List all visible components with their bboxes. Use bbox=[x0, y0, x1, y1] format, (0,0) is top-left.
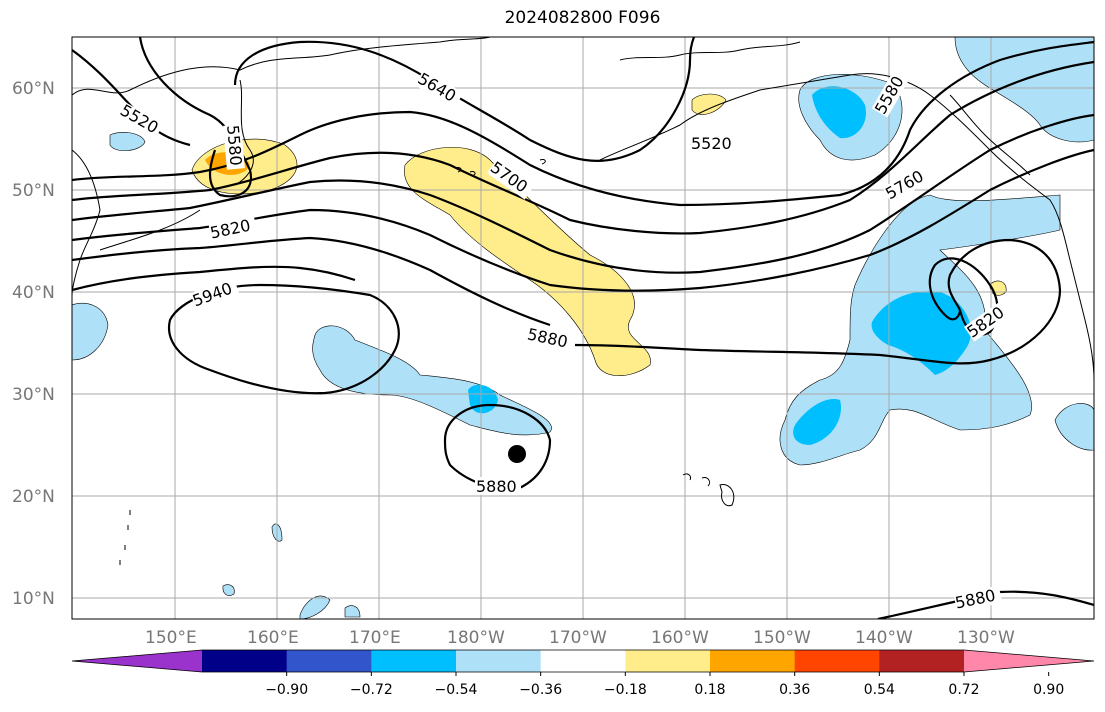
longitude-axis: 150°E 160°E 170°E 180°W 170°W 160°W 150°… bbox=[145, 628, 1015, 648]
colorbar-tick-label: −0.18 bbox=[604, 682, 647, 698]
colorbar-bin bbox=[794, 650, 880, 672]
negative-anomaly-region bbox=[793, 399, 841, 445]
colorbar-bin bbox=[456, 650, 542, 672]
contour-label: 5580 bbox=[223, 124, 245, 166]
lat-tick-label: 10°N bbox=[12, 589, 55, 609]
colorbar-tick-label: 0.54 bbox=[864, 682, 895, 698]
map-title: 2024082800 F096 bbox=[504, 8, 661, 28]
lat-tick-label: 60°N bbox=[12, 79, 55, 99]
coastlines bbox=[72, 37, 1094, 565]
negative-anomaly-region bbox=[299, 595, 331, 619]
colorbar-tick-label: −0.72 bbox=[350, 682, 393, 698]
colorbar-tick-label: −0.90 bbox=[265, 682, 308, 698]
negative-anomaly-region bbox=[109, 132, 146, 151]
negative-anomaly-region bbox=[222, 584, 235, 596]
colorbar-bin bbox=[202, 650, 288, 672]
contour-label: 5640 bbox=[415, 69, 460, 106]
colorbar-tick-label: 0.90 bbox=[1033, 682, 1064, 698]
colorbar-tick-label: −0.54 bbox=[435, 682, 478, 698]
lat-tick-label: 50°N bbox=[12, 181, 55, 201]
colorbar-extend-high bbox=[964, 650, 1094, 672]
negative-anomaly-region bbox=[1054, 403, 1094, 451]
negative-anomaly-region bbox=[344, 605, 361, 618]
contour-label: 5880 bbox=[526, 324, 570, 351]
storm-center-marker bbox=[508, 445, 526, 463]
colorbar-outline bbox=[71, 649, 1095, 673]
colorbar-tick-label: 0.18 bbox=[694, 682, 725, 698]
lon-tick-label: 150°W bbox=[753, 628, 811, 648]
colorbar-bin bbox=[710, 650, 796, 672]
lon-tick-label: 180°W bbox=[447, 628, 505, 648]
lat-tick-label: 40°N bbox=[12, 283, 55, 303]
lon-tick-label: 160°E bbox=[247, 628, 299, 648]
colorbar-bin bbox=[540, 650, 626, 672]
colorbar-bin bbox=[286, 650, 372, 672]
lon-tick-label: 130°W bbox=[957, 628, 1015, 648]
colorbar-tick-label: −0.36 bbox=[519, 682, 562, 698]
colorbar-bin bbox=[879, 650, 965, 672]
lon-tick-label: 170°W bbox=[549, 628, 607, 648]
lon-tick-label: 150°E bbox=[145, 628, 197, 648]
latitude-axis: 60°N 50°N 40°N 30°N 20°N 10°N bbox=[12, 79, 55, 609]
lat-tick-label: 20°N bbox=[12, 487, 55, 507]
lon-tick-label: 140°W bbox=[855, 628, 913, 648]
negative-anomaly-region bbox=[871, 291, 971, 375]
colorbar-tick-label: 0.36 bbox=[779, 682, 810, 698]
colorbar: −0.90 −0.72 −0.54 −0.36 −0.18 0.18 0.36 0.54 0.7… bbox=[71, 649, 1095, 698]
contour-label: 5520 bbox=[117, 100, 162, 137]
colorbar-bin bbox=[625, 650, 711, 672]
contour-label: 5820 bbox=[208, 216, 252, 243]
negative-anomaly-region bbox=[312, 325, 552, 436]
negative-anomaly-region bbox=[72, 302, 109, 361]
colorbar-bin bbox=[371, 650, 457, 672]
negative-anomaly-region bbox=[812, 86, 866, 139]
colorbar-extend-low bbox=[72, 650, 202, 672]
contour-label: 5880 bbox=[476, 477, 517, 496]
lon-tick-label: 160°W bbox=[651, 628, 709, 648]
map-frame bbox=[71, 36, 1095, 620]
contour-label: 5520 bbox=[691, 134, 732, 153]
contour-label: 5940 bbox=[190, 279, 235, 311]
lat-tick-label: 30°N bbox=[12, 385, 55, 405]
colorbar-tick-label: 0.72 bbox=[948, 682, 979, 698]
lon-tick-label: 170°E bbox=[349, 628, 401, 648]
